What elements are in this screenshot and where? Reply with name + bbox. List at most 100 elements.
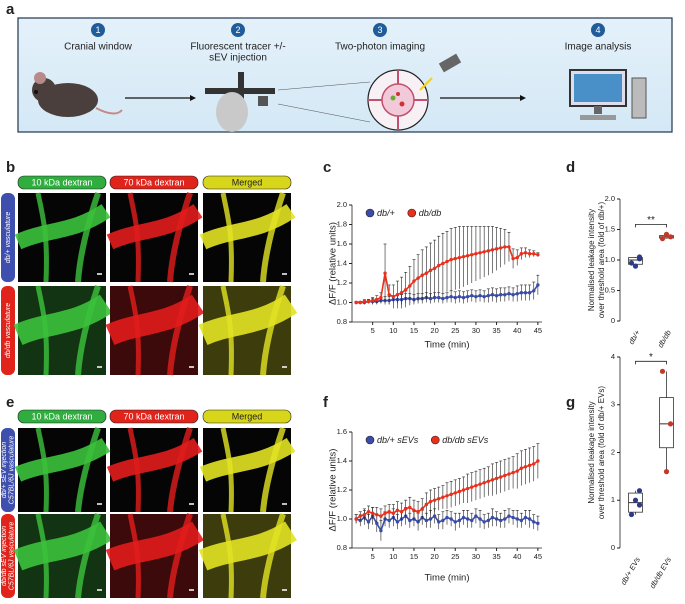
data-point [486,518,491,523]
panel-label: a [6,1,15,18]
vessel [35,285,49,376]
y-tick-label: 2 [611,447,615,456]
data-point [387,518,391,523]
data-point [370,298,375,303]
data-point [403,507,408,511]
data-point [511,293,515,297]
panel-label: d [566,159,575,176]
y-axis-title: over threshold area (fold of db/+ EVs) [597,386,606,520]
data-point [507,245,511,249]
step-label: Fluorescent tracer +/- [190,42,285,53]
data-point [498,475,503,479]
vessel [198,521,297,571]
y-axis-title: ΔF/F (relative units) [328,222,339,305]
data-point [532,252,536,256]
data-point [449,257,453,262]
vessel [260,285,286,376]
vessel [167,513,193,599]
legend-marker [407,208,417,218]
data-point [395,293,400,297]
data-point [457,489,462,494]
row-label-pill [1,514,15,598]
data-point [391,511,396,515]
data-point [490,248,495,252]
x-tick-label: db/+ EVs [619,555,642,586]
data-point [416,276,420,280]
data-point [465,254,470,258]
data-point [379,528,383,533]
data-point [478,293,482,298]
data-point [391,294,396,299]
arrowhead [520,95,526,101]
data-point [445,259,449,264]
vessel [167,192,193,283]
data-point [482,294,486,299]
step-badge [231,23,245,37]
data-point [628,260,635,266]
data-point [465,517,470,521]
data-point [375,521,379,526]
data-point [498,293,503,297]
step-number: 3 [377,25,382,35]
y-axis-title: Normalised leakage intensity [587,209,596,311]
data-point [358,300,362,305]
vessel [127,427,141,513]
leakage-haze [203,286,291,375]
row-label: C57BL/6J vasculature [9,436,16,505]
vessel [75,192,101,283]
data-point [490,293,495,297]
x-tick-label: db/db EVs [648,555,673,590]
y-tick-label: 1 [611,495,615,504]
data-point [465,486,470,491]
data-point [470,485,474,489]
box [659,397,674,449]
panel-label: b [6,159,15,176]
y-tick-label: 2.0 [605,194,615,203]
x-tick-label: 30 [472,552,480,561]
vessel [220,192,234,283]
x-tick-label: 40 [513,552,521,561]
row-label-pill [1,428,15,512]
data-point [511,515,515,520]
data-point [457,255,462,260]
x-tick-label: 35 [492,552,500,561]
data-point [511,470,515,475]
data-point [354,300,358,305]
data-point [632,497,639,503]
data-point [532,520,536,524]
data-point [428,296,433,301]
y-axis-title: ΔF/F (relative units) [328,449,339,532]
x-tick-label: 5 [371,326,375,335]
leakage-haze [18,514,106,598]
data-point [519,291,524,295]
data-point [511,256,515,261]
x-tick-label: 10 [389,552,397,561]
significance-label: * [649,352,653,363]
x-tick-label: 10 [389,326,397,335]
data-point [507,292,511,296]
data-point [408,518,412,523]
data-point [453,520,457,524]
vessel [35,192,49,283]
row-label: db/+ sEV injection [1,442,8,498]
data-point [387,510,391,514]
y-tick-label: 3 [611,400,615,409]
data-point [536,253,540,257]
y-axis-title: over threshold area (fold of db/+) [597,202,606,319]
data-point [478,482,482,486]
workflow-box [17,17,673,133]
step-label: Image analysis [565,42,632,53]
data-point [494,517,499,521]
legend-label: db/db sEVs [442,435,489,445]
vessel [106,437,203,482]
data-point [527,252,532,256]
data-point [424,518,429,523]
data-point [449,517,453,521]
data-point [515,469,519,473]
column-header [109,175,199,190]
data-point [490,478,495,482]
mouse-illustration [32,72,123,117]
data-point [437,497,441,501]
data-point [663,469,670,475]
